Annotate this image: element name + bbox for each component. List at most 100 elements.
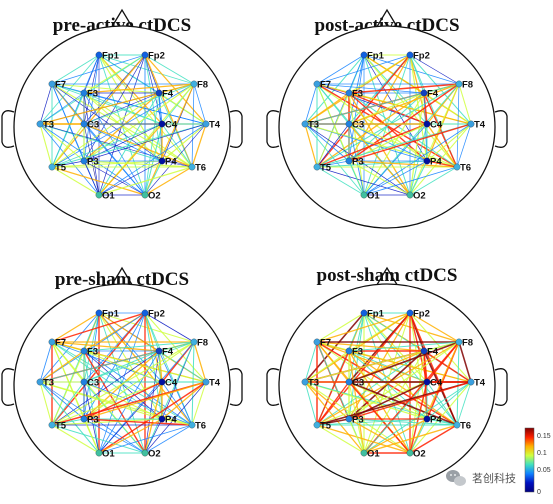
head-right-ear (494, 110, 508, 148)
head-nose (109, 8, 135, 31)
connection-line (83, 92, 163, 125)
connection-line (39, 92, 85, 125)
electrode-label: F8 (462, 80, 473, 91)
electrode-o1 (360, 449, 368, 457)
connection-line (316, 418, 428, 426)
connection-line (161, 123, 193, 168)
connection-line (39, 341, 53, 383)
connection-line (458, 341, 472, 383)
connection-line (144, 424, 193, 454)
head-nose (374, 266, 400, 289)
electrode-o1 (360, 191, 368, 199)
connection-line (51, 166, 146, 196)
connection-line (409, 54, 460, 85)
connection-line (316, 381, 428, 426)
connection-line (409, 341, 460, 454)
connection-line (316, 341, 460, 426)
electrode-o2 (141, 449, 149, 457)
electrode-fp1 (95, 51, 103, 59)
electrode-label: F3 (352, 89, 363, 100)
connection-line (39, 123, 53, 168)
colorbar-scale (524, 427, 535, 493)
connection-line (363, 123, 472, 196)
electrode-f3 (345, 347, 353, 355)
connection-line (304, 381, 411, 454)
panel-title: post-active ctDCS (314, 15, 459, 36)
electrode-f7 (48, 80, 56, 88)
connection-line (144, 341, 195, 454)
connection-line (158, 92, 207, 125)
connection-line (193, 83, 207, 125)
electrode-p4 (158, 415, 166, 423)
electrode-label: C4 (430, 120, 443, 131)
electrode-o2 (406, 449, 414, 457)
electrode-label: P3 (352, 415, 364, 426)
electrode-label: F7 (320, 80, 331, 91)
connection-line (304, 92, 350, 125)
electrode-t6 (453, 163, 461, 171)
connection-line (83, 123, 146, 196)
connection-line (363, 54, 460, 85)
electrode-label: F4 (427, 347, 439, 358)
electrode-p4 (423, 157, 431, 165)
connection-line (51, 350, 160, 426)
electrode-p3 (80, 415, 88, 423)
connection-line (83, 160, 193, 168)
electrode-fp1 (95, 309, 103, 317)
connection-line (316, 54, 411, 85)
panel-title: pre-sham ctDCS (55, 269, 189, 290)
connection-line (316, 160, 350, 168)
connection-line (98, 381, 163, 454)
connection-line (51, 92, 160, 168)
electrode-t6 (453, 421, 461, 429)
connection-line (304, 312, 411, 383)
electrode-label: T3 (43, 120, 54, 131)
electrode-t4 (467, 378, 475, 386)
electrode-label: F8 (197, 338, 208, 349)
electrode-label: O1 (367, 191, 380, 202)
connection-line (409, 381, 472, 454)
connection-line (83, 381, 207, 420)
watermark: 茗创科技 (446, 470, 516, 486)
connection-line (316, 424, 411, 454)
connection-line (83, 160, 100, 196)
connection-line (51, 341, 163, 383)
connection-line (304, 123, 350, 162)
connection-line (39, 123, 163, 162)
head-nose (109, 266, 135, 289)
electrode-label: O1 (367, 449, 380, 460)
connection-line (83, 341, 195, 420)
connection-line (51, 312, 100, 343)
connection-line (83, 418, 193, 426)
electrode-label: T6 (195, 163, 206, 174)
connection-line (51, 312, 146, 426)
electrode-label: F7 (55, 338, 66, 349)
connection-line (348, 123, 458, 168)
connections (304, 312, 472, 454)
electrode-label: C4 (165, 378, 178, 389)
colorbar-tick-2: 0.05 (537, 467, 551, 474)
electrode-label: F4 (162, 347, 174, 358)
electrode-label: T5 (55, 421, 67, 432)
electrode-label: P3 (87, 157, 99, 168)
connection-line (316, 350, 350, 426)
electrode-label: T4 (474, 120, 486, 131)
head-nose (374, 8, 400, 31)
connection-line (348, 341, 460, 420)
panel-title: post-sham ctDCS (317, 265, 458, 286)
electrode-label: F4 (162, 89, 174, 100)
electrode-label: Fp1 (102, 309, 120, 320)
electrode-label: O1 (102, 191, 115, 202)
electrode-label: F3 (352, 347, 363, 358)
electrode-label: Fp2 (413, 309, 430, 320)
connection-line (348, 92, 428, 125)
connection-line (39, 54, 146, 125)
connection-line (83, 123, 100, 196)
connection-line (51, 92, 85, 168)
electrode-label: P4 (165, 415, 177, 426)
connection-line (363, 312, 460, 343)
connection-line (304, 350, 350, 383)
connection-line (144, 83, 195, 196)
electrode-t3 (36, 378, 44, 386)
